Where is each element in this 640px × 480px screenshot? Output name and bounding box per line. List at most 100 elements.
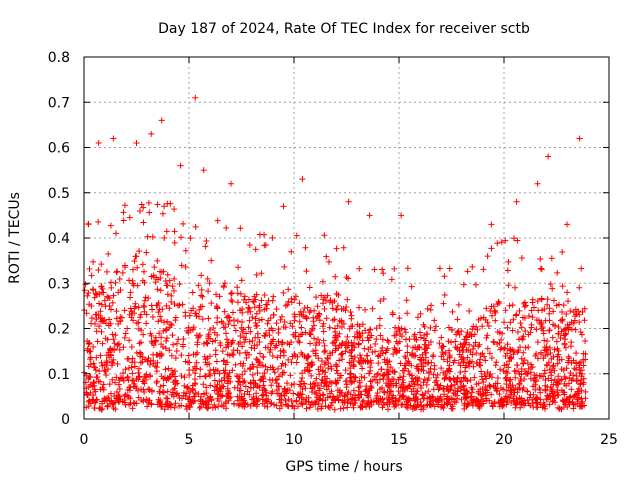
data-point: [140, 331, 147, 338]
data-point: [344, 404, 351, 411]
data-point: [220, 367, 227, 374]
data-point: [257, 350, 264, 357]
data-point: [98, 328, 105, 335]
data-point: [321, 349, 328, 356]
data-point: [140, 397, 147, 404]
data-point: [267, 315, 274, 322]
data-point: [345, 275, 352, 282]
data-point: [229, 337, 236, 344]
data-point: [555, 404, 562, 411]
data-point: [406, 382, 413, 389]
data-point: [160, 382, 167, 389]
data-point: [192, 380, 199, 387]
data-point: [479, 392, 486, 399]
data-point: [296, 339, 303, 346]
data-point: [109, 299, 116, 306]
data-point: [469, 346, 476, 353]
data-point: [131, 359, 138, 366]
data-point: [99, 340, 106, 347]
data-point: [529, 400, 536, 407]
data-point: [182, 264, 189, 271]
data-point: [178, 372, 185, 379]
data-point: [529, 296, 536, 303]
data-point: [348, 315, 355, 322]
data-point: [194, 341, 201, 348]
data-point: [454, 346, 461, 353]
data-point: [444, 358, 451, 365]
data-point: [488, 245, 495, 252]
data-point: [475, 397, 482, 404]
data-point: [199, 303, 206, 310]
data-point: [556, 377, 563, 384]
data-point: [252, 246, 259, 253]
data-point: [306, 309, 313, 316]
data-point: [410, 403, 417, 410]
data-point: [135, 325, 142, 332]
data-point: [200, 167, 207, 174]
data-point: [422, 359, 429, 366]
data-point: [469, 358, 476, 365]
data-point: [547, 281, 554, 288]
data-point: [276, 396, 283, 403]
data-point: [350, 404, 357, 411]
data-point: [168, 299, 175, 306]
data-point: [153, 274, 160, 281]
data-point: [498, 336, 505, 343]
data-point: [302, 313, 309, 320]
data-point: [365, 337, 372, 344]
data-point: [522, 344, 529, 351]
data-point: [88, 272, 95, 279]
data-point: [471, 374, 478, 381]
data-point: [288, 248, 295, 255]
data-point: [231, 316, 238, 323]
data-point: [520, 349, 527, 356]
data-point: [289, 323, 296, 330]
data-point: [503, 387, 510, 394]
data-point: [258, 316, 265, 323]
y-tick-label: 0.1: [48, 367, 70, 383]
data-point: [506, 378, 513, 385]
data-point: [145, 399, 152, 406]
data-point: [91, 364, 98, 371]
data-point: [503, 401, 510, 408]
data-point: [291, 296, 298, 303]
data-point: [236, 394, 243, 401]
data-point: [171, 301, 178, 308]
data-point: [325, 365, 332, 372]
data-point: [427, 365, 434, 372]
data-point: [247, 380, 254, 387]
data-point: [253, 356, 260, 363]
data-point: [131, 400, 138, 407]
data-point: [282, 361, 289, 368]
data-point: [261, 231, 268, 238]
data-point: [420, 379, 427, 386]
data-point: [148, 302, 155, 309]
data-point: [570, 372, 577, 379]
data-point: [428, 302, 435, 309]
data-point: [314, 303, 321, 310]
data-point: [178, 262, 185, 269]
data-point: [517, 344, 524, 351]
data-point: [484, 319, 491, 326]
data-point: [504, 341, 511, 348]
data-point: [262, 344, 269, 351]
data-point: [516, 370, 523, 377]
data-point: [143, 371, 150, 378]
y-tick-label: 0.2: [48, 322, 70, 338]
data-point: [396, 374, 403, 381]
data-point: [306, 330, 313, 337]
data-point: [269, 234, 276, 241]
data-point: [529, 314, 536, 321]
data-point: [190, 351, 197, 358]
data-point: [296, 394, 303, 401]
data-point: [516, 336, 523, 343]
data-point: [91, 380, 98, 387]
data-point: [270, 336, 277, 343]
data-point: [358, 391, 365, 398]
data-point: [116, 276, 123, 283]
data-point: [423, 381, 430, 388]
data-point: [404, 359, 411, 366]
data-point: [249, 371, 256, 378]
data-point: [571, 317, 578, 324]
data-point: [307, 381, 314, 388]
